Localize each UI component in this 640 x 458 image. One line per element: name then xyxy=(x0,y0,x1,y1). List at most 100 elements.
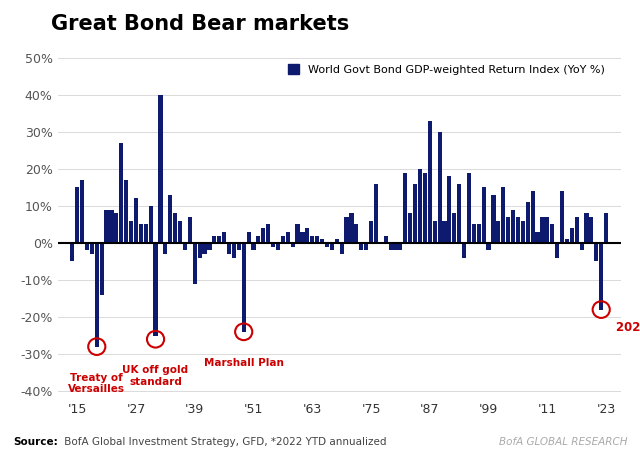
Bar xyxy=(506,217,510,243)
Bar xyxy=(388,243,393,251)
Bar xyxy=(550,224,554,243)
Bar xyxy=(163,243,168,254)
Bar xyxy=(472,224,476,243)
Bar xyxy=(340,243,344,254)
Bar xyxy=(589,217,593,243)
Bar xyxy=(242,243,246,332)
Bar xyxy=(227,243,231,254)
Bar xyxy=(261,228,266,243)
Bar xyxy=(575,217,579,243)
Bar xyxy=(521,221,525,243)
Bar xyxy=(232,243,236,258)
Bar xyxy=(237,243,241,251)
Bar xyxy=(408,213,412,243)
Bar xyxy=(452,213,456,243)
Bar xyxy=(325,243,329,247)
Bar xyxy=(124,180,128,243)
Bar xyxy=(398,243,403,251)
Text: UK off gold
standard: UK off gold standard xyxy=(122,365,189,387)
Bar xyxy=(276,243,280,251)
Bar xyxy=(178,221,182,243)
Bar xyxy=(359,243,364,251)
Bar xyxy=(139,224,143,243)
Bar xyxy=(100,243,104,295)
Bar xyxy=(202,243,207,254)
Bar xyxy=(560,191,564,243)
Bar xyxy=(413,184,417,243)
Bar xyxy=(599,243,604,310)
Bar xyxy=(291,243,295,247)
Bar xyxy=(496,221,500,243)
Bar xyxy=(212,235,216,243)
Bar xyxy=(300,232,305,243)
Bar xyxy=(154,243,157,336)
Bar xyxy=(467,173,471,243)
Bar xyxy=(462,243,466,258)
Bar xyxy=(594,243,598,262)
Bar xyxy=(168,195,172,243)
Bar xyxy=(134,198,138,243)
Bar xyxy=(188,217,192,243)
Bar xyxy=(433,221,436,243)
Bar xyxy=(349,213,353,243)
Bar xyxy=(364,243,368,251)
Bar xyxy=(143,224,148,243)
Bar xyxy=(115,213,118,243)
Bar xyxy=(281,235,285,243)
Bar xyxy=(70,243,74,262)
Bar xyxy=(536,232,540,243)
Bar xyxy=(383,235,388,243)
Bar xyxy=(477,224,481,243)
Bar xyxy=(252,243,255,251)
Bar xyxy=(80,180,84,243)
Bar xyxy=(604,213,608,243)
Bar xyxy=(285,232,290,243)
Bar xyxy=(516,217,520,243)
Bar xyxy=(525,202,530,243)
Bar xyxy=(222,232,226,243)
Bar xyxy=(256,235,260,243)
Bar xyxy=(374,184,378,243)
Bar xyxy=(148,206,153,243)
Bar xyxy=(173,213,177,243)
Bar xyxy=(540,217,545,243)
Bar xyxy=(344,217,349,243)
Text: 2022* (-18%): 2022* (-18%) xyxy=(616,321,640,334)
Text: Source:: Source: xyxy=(13,436,58,447)
Bar xyxy=(95,243,99,347)
Bar xyxy=(428,121,432,243)
Bar xyxy=(296,224,300,243)
Bar xyxy=(486,243,491,251)
Bar xyxy=(193,243,197,284)
Bar xyxy=(266,224,270,243)
Bar xyxy=(369,221,373,243)
Bar xyxy=(565,239,569,243)
Bar xyxy=(198,243,202,258)
Bar xyxy=(207,243,211,251)
Bar xyxy=(75,187,79,243)
Text: BofA GLOBAL RESEARCH: BofA GLOBAL RESEARCH xyxy=(499,436,627,447)
Bar xyxy=(320,239,324,243)
Bar xyxy=(158,95,163,243)
Bar xyxy=(119,143,124,243)
Bar xyxy=(315,235,319,243)
Bar xyxy=(418,169,422,243)
Bar xyxy=(246,232,251,243)
Text: Marshall Plan: Marshall Plan xyxy=(204,358,284,368)
Bar xyxy=(555,243,559,258)
Bar xyxy=(481,187,486,243)
Text: BofA Global Investment Strategy, GFD, *2022 YTD annualized: BofA Global Investment Strategy, GFD, *2… xyxy=(61,436,387,447)
Bar xyxy=(104,210,109,243)
Bar xyxy=(183,243,187,251)
Bar xyxy=(90,243,94,254)
Bar xyxy=(580,243,584,251)
Bar xyxy=(423,173,427,243)
Bar xyxy=(310,235,314,243)
Bar xyxy=(330,243,334,251)
Bar xyxy=(129,221,133,243)
Bar xyxy=(511,210,515,243)
Bar xyxy=(501,187,506,243)
Legend: World Govt Bond GDP-weighted Return Index (YoY %): World Govt Bond GDP-weighted Return Inde… xyxy=(284,60,610,79)
Bar xyxy=(394,243,397,251)
Bar xyxy=(492,195,495,243)
